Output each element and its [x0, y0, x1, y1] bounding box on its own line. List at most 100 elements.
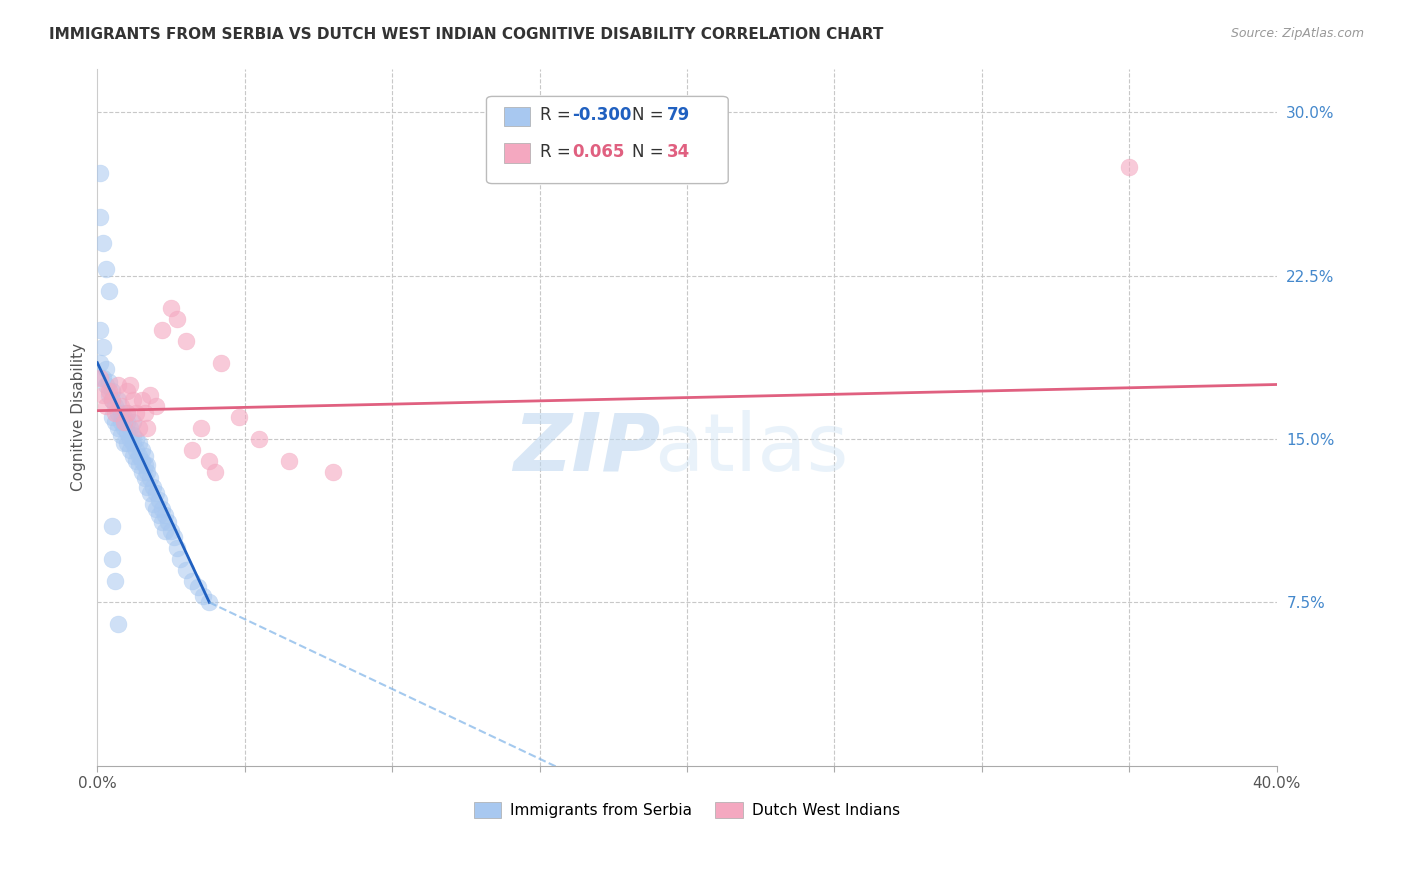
Point — [115, 406, 138, 420]
Point — [139, 388, 162, 402]
Point — [104, 415, 127, 429]
Point — [180, 442, 202, 457]
Point — [115, 415, 138, 429]
Point — [134, 406, 156, 420]
Point — [136, 421, 159, 435]
Point — [110, 415, 132, 429]
Point — [145, 486, 167, 500]
Point — [166, 541, 188, 555]
Point — [121, 450, 143, 464]
Point — [89, 356, 111, 370]
Text: IMMIGRANTS FROM SERBIA VS DUTCH WEST INDIAN COGNITIVE DISABILITY CORRELATION CHA: IMMIGRANTS FROM SERBIA VS DUTCH WEST IND… — [49, 27, 883, 42]
Point — [134, 471, 156, 485]
Point — [142, 480, 165, 494]
Point — [160, 301, 183, 316]
Point — [110, 399, 132, 413]
Point — [128, 421, 150, 435]
Point — [128, 458, 150, 472]
Point — [115, 406, 138, 420]
Point — [104, 406, 127, 420]
Point — [104, 399, 127, 413]
Point — [128, 450, 150, 464]
Text: atlas: atlas — [655, 409, 849, 488]
Point — [131, 454, 153, 468]
Point — [96, 362, 118, 376]
Text: 34: 34 — [666, 143, 690, 161]
Point — [128, 436, 150, 450]
Text: 0.065: 0.065 — [572, 143, 624, 161]
Point — [153, 524, 176, 538]
Point — [112, 436, 135, 450]
Point — [148, 508, 170, 523]
Point — [163, 530, 186, 544]
Point — [193, 589, 215, 603]
Point — [134, 458, 156, 472]
Point — [101, 392, 124, 407]
Point — [101, 392, 124, 407]
Point — [96, 399, 118, 413]
Point — [150, 515, 173, 529]
Point — [150, 501, 173, 516]
Point — [104, 574, 127, 588]
Point — [89, 166, 111, 180]
Point — [112, 415, 135, 429]
Point — [209, 356, 232, 370]
Point — [157, 515, 180, 529]
Point — [131, 465, 153, 479]
Point — [198, 454, 221, 468]
Point — [249, 432, 271, 446]
Y-axis label: Cognitive Disability: Cognitive Disability — [72, 343, 86, 491]
Point — [89, 323, 111, 337]
Point — [101, 519, 124, 533]
Point — [136, 458, 159, 472]
Point — [322, 465, 344, 479]
Point — [107, 392, 129, 407]
Point — [89, 210, 111, 224]
Point — [101, 384, 124, 398]
Point — [121, 427, 143, 442]
Point — [89, 371, 111, 385]
Point — [101, 552, 124, 566]
Point — [107, 377, 129, 392]
Legend: Immigrants from Serbia, Dutch West Indians: Immigrants from Serbia, Dutch West India… — [468, 797, 907, 824]
Point — [166, 312, 188, 326]
Point — [145, 501, 167, 516]
Point — [124, 406, 146, 420]
Point — [112, 410, 135, 425]
Point — [131, 442, 153, 457]
Point — [118, 377, 141, 392]
Point — [118, 432, 141, 446]
Point — [139, 486, 162, 500]
Point — [139, 471, 162, 485]
Text: R =: R = — [540, 143, 581, 161]
Point — [131, 392, 153, 407]
Point — [148, 493, 170, 508]
Point — [101, 410, 124, 425]
Point — [121, 392, 143, 407]
Point — [115, 436, 138, 450]
Point — [204, 465, 226, 479]
Point — [228, 410, 250, 425]
Point — [180, 574, 202, 588]
Point — [110, 406, 132, 420]
Point — [121, 436, 143, 450]
Point — [153, 508, 176, 523]
Point — [1118, 160, 1140, 174]
Point — [107, 406, 129, 420]
Text: 79: 79 — [666, 106, 690, 124]
Point — [98, 384, 121, 398]
Point — [145, 399, 167, 413]
Point — [278, 454, 301, 468]
Point — [124, 442, 146, 457]
Point — [118, 421, 141, 435]
Point — [174, 563, 197, 577]
Text: R =: R = — [540, 106, 575, 124]
Point — [150, 323, 173, 337]
Text: ZIP: ZIP — [513, 409, 661, 488]
Point — [169, 552, 191, 566]
Point — [91, 371, 114, 385]
Point — [96, 262, 118, 277]
Point — [115, 384, 138, 398]
Point — [110, 427, 132, 442]
Point — [98, 284, 121, 298]
